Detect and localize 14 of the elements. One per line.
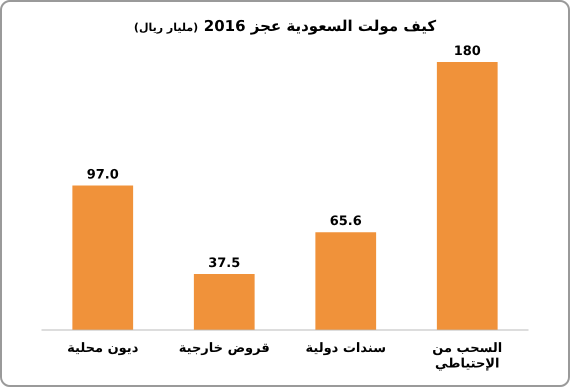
x-tick-label: ديون محلية bbox=[67, 340, 139, 356]
bar bbox=[72, 185, 134, 330]
data-label: 97.0 bbox=[86, 167, 119, 182]
data-label: 37.5 bbox=[208, 256, 240, 271]
bar bbox=[194, 274, 255, 330]
data-label: 180 bbox=[454, 44, 481, 59]
data-label: 65.6 bbox=[330, 214, 362, 230]
x-tick-label: السحب من الإحتياطي bbox=[432, 340, 502, 372]
x-tick-label: قروض خارجية bbox=[178, 340, 270, 356]
bar bbox=[315, 232, 376, 330]
bar bbox=[436, 62, 498, 330]
chart-subtitle: (مليار ريال) bbox=[134, 21, 198, 34]
x-tick-label: سندات دولية bbox=[306, 340, 386, 356]
chart-title: كيف مولت السعودية عجز 2016 bbox=[204, 17, 436, 35]
